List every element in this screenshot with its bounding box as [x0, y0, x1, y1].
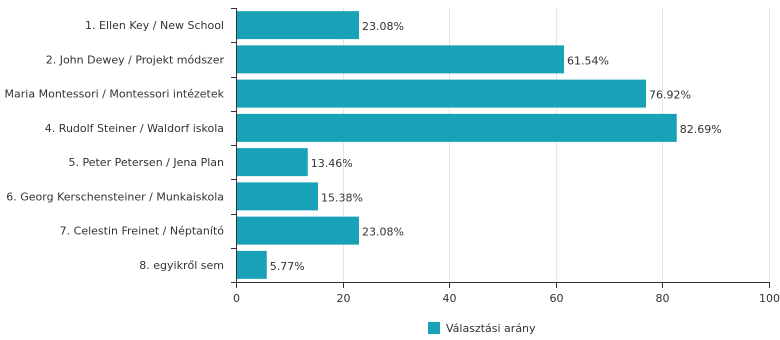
- category-label: 7. Celestin Freinet / Néptanító: [60, 225, 225, 238]
- x-tick-label: 60: [550, 292, 564, 305]
- bar: [236, 182, 318, 211]
- data-label: 76.92%: [649, 89, 691, 102]
- data-label: 23.08%: [362, 20, 404, 33]
- x-tick-label: 0: [233, 292, 240, 305]
- legend-label: Választási arány: [446, 322, 536, 335]
- x-tick-label: 20: [337, 292, 351, 305]
- bar: [236, 79, 646, 108]
- legend-swatch: [428, 322, 440, 334]
- bar: [236, 11, 360, 40]
- category-label: 4. Rudolf Steiner / Waldorf iskola: [45, 122, 224, 135]
- category-label: 3. Maria Montessori / Montessori intézet…: [0, 88, 225, 101]
- category-label: 1. Ellen Key / New School: [85, 19, 224, 32]
- category-label: 5. Peter Petersen / Jena Plan: [68, 156, 224, 169]
- data-label: 61.54%: [567, 54, 609, 67]
- category-label: 6. Georg Kerschensteiner / Munkaiskola: [6, 190, 224, 203]
- data-label: 82.69%: [680, 123, 722, 136]
- data-label: 15.38%: [321, 191, 363, 204]
- x-tick-label: 40: [443, 292, 457, 305]
- data-label: 23.08%: [362, 226, 404, 239]
- data-label: 13.46%: [311, 157, 353, 170]
- x-tick-label: 100: [759, 292, 780, 305]
- bar: [236, 45, 565, 74]
- x-tick-label: 80: [656, 292, 670, 305]
- bar: [236, 216, 360, 245]
- category-label: 2. John Dewey / Projekt módszer: [46, 53, 225, 66]
- bar: [236, 113, 677, 142]
- category-label: 8. egyikről sem: [139, 259, 224, 272]
- bar: [236, 148, 308, 177]
- bar: [236, 250, 267, 279]
- data-label: 5.77%: [270, 260, 305, 273]
